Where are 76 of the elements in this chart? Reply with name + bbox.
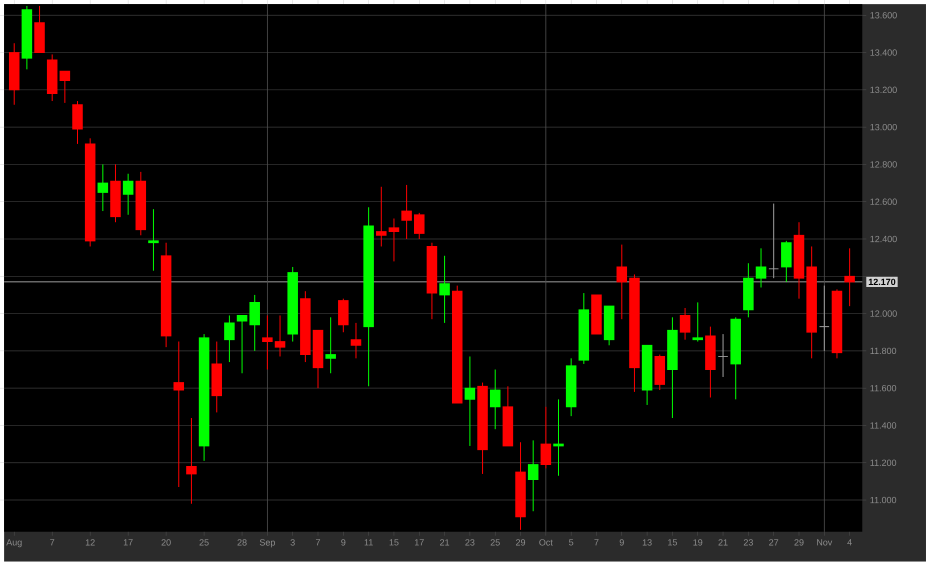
x-tick-label: 29 (516, 539, 526, 546)
x-tick-label: 4 (847, 539, 852, 546)
candlestick (186, 418, 197, 504)
y-tick-label: 12.800 (870, 161, 897, 168)
x-tick-label: 7 (50, 539, 54, 546)
y-tick-label: 13.400 (870, 50, 897, 56)
candlestick (60, 70, 70, 104)
x-tick-label: 5 (569, 539, 574, 546)
y-tick-label: 11.400 (870, 422, 896, 429)
candlestick (262, 315, 273, 370)
candlestick (401, 184, 412, 240)
candlestick (122, 173, 134, 216)
y-tick-label: 13.200 (870, 86, 897, 94)
candlestick (414, 212, 425, 240)
x-tick-label: 21 (440, 539, 450, 546)
candlestick (148, 208, 159, 272)
y-tick-label: 11.800 (870, 348, 896, 354)
x-tick-label: 17 (124, 539, 133, 546)
candlestick (350, 322, 362, 360)
y-tick-label: 12.600 (870, 198, 897, 206)
candlestick (528, 440, 538, 512)
candlestick (540, 406, 552, 470)
candlestick (768, 203, 779, 279)
candlestick (844, 248, 855, 307)
candlestick (464, 356, 476, 447)
x-tick-label: Aug (6, 539, 22, 548)
y-tick-label: 11.600 (870, 385, 896, 392)
x-tick-label: Oct (539, 539, 553, 546)
x-tick-label: Sep (260, 539, 275, 548)
candlestick (692, 302, 703, 342)
x-tick-label: 25 (490, 539, 500, 546)
candlestick (274, 315, 286, 358)
x-tick-label: 25 (200, 539, 209, 546)
candlestick (224, 315, 235, 363)
y-tick-label: 12.000 (870, 310, 897, 317)
candlestick (553, 399, 564, 476)
x-tick-label: Nov (817, 539, 832, 546)
candlestick (439, 255, 450, 324)
candlestick (819, 285, 830, 352)
x-tick-label: 15 (668, 539, 678, 546)
x-tick-label: 3 (290, 539, 295, 546)
y-tick-label: 11.200 (870, 460, 896, 466)
x-tick-label: 19 (693, 539, 702, 546)
x-tick-label: 7 (316, 539, 320, 546)
candlestick (756, 248, 766, 288)
x-tick-label: 23 (465, 539, 474, 546)
x-tick-label: 20 (162, 539, 171, 546)
x-tick-label: 17 (414, 539, 424, 546)
candlestick (325, 317, 336, 374)
y-tick-label: 12.400 (870, 236, 897, 242)
x-tick-label: 15 (390, 539, 399, 546)
candlestick (616, 244, 628, 320)
candlestick (98, 164, 108, 212)
candlestick (249, 294, 260, 352)
x-tick-label: 21 (718, 539, 728, 546)
candlestick (376, 186, 387, 248)
x-tick-label: 23 (744, 539, 753, 546)
candlestick (680, 308, 690, 340)
x-tick-label: 13 (642, 539, 652, 546)
x-tick-label: 9 (620, 539, 624, 546)
y-tick-label: 11.000 (870, 497, 896, 504)
candlestick (236, 315, 248, 374)
x-tick-label: 7 (594, 539, 599, 546)
x-tick-label: 28 (238, 539, 247, 546)
candlestick (490, 369, 500, 430)
y-tick-label: 13.600 (870, 12, 897, 19)
x-tick-label: 27 (769, 539, 778, 546)
x-tick-label: 11 (364, 539, 373, 546)
x-tick-label: 29 (794, 539, 804, 546)
candlestick (718, 334, 728, 378)
candlestick (174, 341, 184, 488)
candlestick (388, 218, 400, 262)
x-tick-label: 12 (86, 539, 95, 546)
x-tick-label: 9 (341, 539, 346, 546)
ref-line-label: 12.170 (868, 278, 896, 286)
y-tick-label: 13.000 (870, 124, 897, 131)
